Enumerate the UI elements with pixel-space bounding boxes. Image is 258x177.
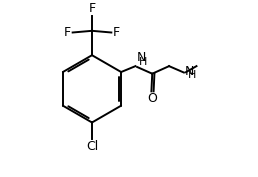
Text: O: O [147,92,157,105]
Text: H: H [139,57,148,67]
Text: Cl: Cl [86,140,99,153]
Text: F: F [64,26,71,39]
Text: F: F [113,26,120,39]
Text: N: N [136,51,146,64]
Text: F: F [88,2,95,15]
Text: H: H [188,70,196,79]
Text: N: N [184,65,194,78]
